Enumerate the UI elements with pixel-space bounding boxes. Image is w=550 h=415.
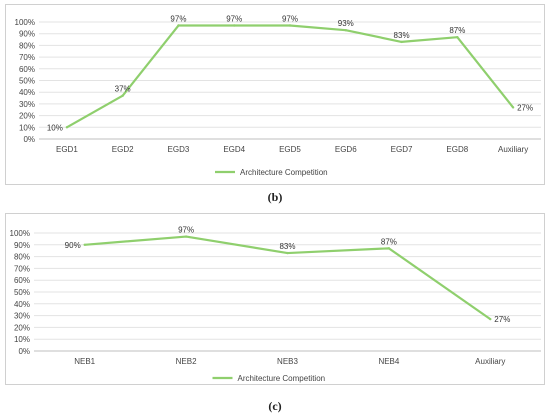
x-tick-label: EGD5	[279, 145, 301, 154]
y-tick-label: 90%	[19, 30, 35, 39]
data-label: 87%	[449, 26, 465, 35]
data-label: 97%	[178, 226, 194, 235]
data-label: 27%	[494, 315, 510, 324]
series-line	[66, 24, 514, 129]
line-chart-c: 0%10%20%30%40%50%60%70%80%90%100%NEB1 NEB…	[10, 226, 541, 383]
y-tick-label: 40%	[14, 300, 30, 309]
x-axis-ticks: NEB1 NEB2 NEB3 NEB4 Auxiliary	[74, 357, 505, 366]
data-label: 27%	[517, 103, 533, 112]
chart-panel-b: 0% 10% 20% 30% 40% 50% 60% 70% 80% 90% 100% EGD1 EGD…	[5, 4, 545, 185]
y-tick-label: 80%	[14, 253, 30, 262]
y-tick-label: 0%	[18, 347, 30, 356]
data-label: 10%	[47, 123, 63, 132]
data-point	[489, 317, 492, 321]
caption-c: (c)	[268, 399, 282, 413]
y-tick-label: 100%	[15, 18, 35, 27]
data-label: 93%	[338, 19, 354, 28]
legend: Architecture Competition	[212, 374, 326, 383]
x-tick-label: NEB2	[176, 357, 197, 366]
y-axis-ticks: 0% 10% 20% 30% 40% 50% 60% 70% 80% 90% 100%	[10, 229, 30, 356]
y-tick-label: 20%	[14, 323, 30, 332]
chart-panel-c: 0% 10% 20% 30% 40% 50% 60% 70% 80% 90% 100% NEB1 NEB…	[5, 213, 545, 385]
legend-label: Architecture Competition	[240, 168, 328, 177]
data-point	[344, 28, 347, 32]
y-tick-label: 50%	[19, 77, 35, 86]
legend: Architecture Competition	[215, 168, 328, 177]
y-tick-label: 30%	[19, 100, 35, 109]
data-labels: 10% 37% 97% 97% 97% 93% 83% 87% 27%	[47, 15, 533, 133]
y-tick-label: 0%	[23, 135, 35, 144]
caption-b: (b)	[267, 190, 283, 204]
y-tick-label: 10%	[19, 123, 35, 132]
x-tick-label: EGD2	[112, 145, 134, 154]
x-tick-label: NEB1	[74, 357, 95, 366]
data-label: 37%	[115, 85, 131, 94]
x-axis-ticks: EGD1 EGD2 EGD3 EGD4 EGD5 EGD6 EGD7 EGD8 Auxiliar…	[56, 145, 528, 154]
data-point	[83, 243, 86, 246]
y-tick-label: 60%	[14, 276, 30, 285]
x-tick-label: EGD1	[56, 145, 78, 154]
x-tick-label: EGD6	[335, 145, 357, 154]
x-tick-label: Auxiliary	[475, 357, 505, 366]
data-point	[184, 235, 188, 238]
data-point	[177, 24, 180, 27]
data-point	[233, 24, 236, 27]
y-tick-label: 50%	[14, 288, 30, 297]
gridlines	[39, 21, 541, 140]
data-labels: 90% 97% 83% 87% 27%	[65, 226, 511, 325]
y-tick-label: 20%	[19, 112, 35, 121]
data-point	[121, 94, 124, 97]
data-point	[286, 251, 289, 255]
gridlines	[34, 232, 541, 352]
data-point	[511, 106, 515, 109]
data-label: 90%	[65, 241, 81, 250]
y-axis-ticks: 0% 10% 20% 30% 40% 50% 60% 70% 80% 90% 100%	[15, 18, 35, 144]
y-tick-label: 70%	[19, 53, 35, 62]
y-tick-label: 60%	[19, 65, 35, 74]
data-label: 97%	[170, 15, 186, 24]
data-label: 87%	[381, 237, 397, 246]
data-label: 97%	[282, 15, 298, 24]
y-tick-label: 10%	[14, 335, 30, 344]
legend-label: Architecture Competition	[238, 374, 326, 383]
y-tick-label: 100%	[10, 229, 30, 238]
data-point	[288, 24, 292, 27]
data-point	[65, 126, 69, 129]
data-point	[387, 247, 391, 250]
data-label: 97%	[226, 15, 242, 24]
x-tick-label: NEB4	[378, 357, 399, 366]
x-tick-label: NEB3	[277, 357, 298, 366]
y-tick-label: 90%	[14, 241, 30, 250]
y-tick-label: 40%	[19, 88, 35, 97]
y-tick-label: 80%	[19, 41, 35, 50]
y-tick-label: 70%	[14, 264, 30, 273]
line-chart-b: 0%10%20%30%40%50%60%70%80%90%100%EGD1 EGD…	[15, 15, 541, 177]
x-tick-label: EGD7	[391, 145, 413, 154]
x-tick-label: EGD8	[446, 145, 468, 154]
data-label: 83%	[394, 31, 410, 40]
data-label: 83%	[279, 242, 295, 251]
data-point	[400, 40, 403, 44]
x-tick-label: Auxiliary	[498, 145, 528, 154]
data-point	[456, 36, 459, 39]
x-tick-label: EGD4	[223, 145, 245, 154]
x-tick-label: EGD3	[168, 145, 190, 154]
y-tick-label: 30%	[14, 312, 30, 321]
